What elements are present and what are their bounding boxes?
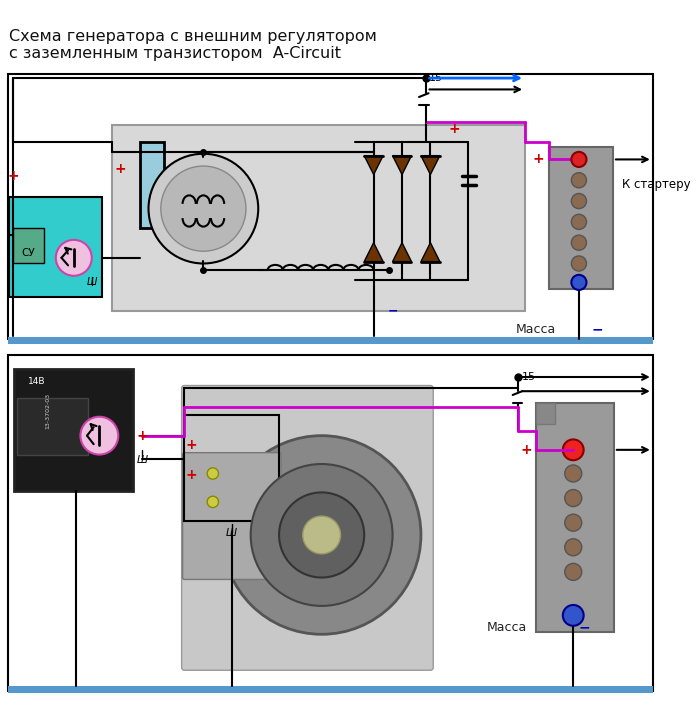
FancyBboxPatch shape bbox=[14, 370, 134, 490]
FancyBboxPatch shape bbox=[10, 197, 102, 297]
Circle shape bbox=[81, 417, 118, 454]
Text: Масса: Масса bbox=[487, 621, 528, 634]
Text: +: + bbox=[136, 429, 148, 443]
Circle shape bbox=[207, 468, 219, 479]
Circle shape bbox=[564, 564, 582, 580]
Text: Схема генератора с внешним регулятором: Схема генератора с внешним регулятором bbox=[10, 29, 377, 44]
Circle shape bbox=[571, 193, 587, 209]
Circle shape bbox=[303, 516, 340, 554]
FancyBboxPatch shape bbox=[8, 355, 653, 691]
Circle shape bbox=[56, 240, 92, 276]
Text: −: − bbox=[592, 323, 603, 336]
FancyBboxPatch shape bbox=[548, 147, 613, 289]
Circle shape bbox=[564, 539, 582, 556]
Circle shape bbox=[571, 173, 587, 188]
FancyBboxPatch shape bbox=[13, 227, 45, 263]
FancyBboxPatch shape bbox=[111, 125, 525, 311]
FancyBboxPatch shape bbox=[182, 385, 433, 670]
Circle shape bbox=[564, 514, 582, 531]
Text: Ш: Ш bbox=[226, 528, 237, 539]
Text: +: + bbox=[532, 152, 544, 166]
Text: СУ: СУ bbox=[22, 248, 35, 258]
Circle shape bbox=[564, 490, 582, 507]
Text: 15: 15 bbox=[522, 372, 536, 383]
FancyBboxPatch shape bbox=[8, 687, 653, 693]
Text: К стартеру: К стартеру bbox=[622, 178, 691, 191]
Polygon shape bbox=[364, 243, 383, 262]
Circle shape bbox=[571, 152, 587, 167]
Circle shape bbox=[563, 605, 584, 626]
Circle shape bbox=[563, 439, 584, 460]
Circle shape bbox=[571, 275, 587, 290]
Circle shape bbox=[207, 496, 219, 508]
Text: +: + bbox=[114, 162, 126, 176]
Circle shape bbox=[148, 154, 258, 263]
Text: +: + bbox=[185, 438, 197, 452]
Circle shape bbox=[571, 214, 587, 229]
Text: +: + bbox=[8, 168, 19, 183]
FancyBboxPatch shape bbox=[140, 142, 164, 227]
FancyBboxPatch shape bbox=[182, 453, 281, 580]
Text: 14B: 14B bbox=[29, 377, 46, 386]
Text: −: − bbox=[579, 620, 590, 635]
Text: Ш: Ш bbox=[136, 454, 148, 464]
Circle shape bbox=[279, 493, 364, 577]
Text: +: + bbox=[520, 443, 532, 457]
Text: 13-3702-03: 13-3702-03 bbox=[45, 393, 50, 429]
Circle shape bbox=[161, 166, 246, 251]
Text: с заземленным транзистором  A-Circuit: с заземленным транзистором A-Circuit bbox=[10, 46, 342, 61]
FancyBboxPatch shape bbox=[8, 74, 653, 339]
Text: 15: 15 bbox=[429, 73, 443, 83]
FancyBboxPatch shape bbox=[537, 403, 555, 424]
Circle shape bbox=[571, 235, 587, 250]
Polygon shape bbox=[364, 155, 383, 175]
Circle shape bbox=[564, 465, 582, 482]
FancyBboxPatch shape bbox=[8, 337, 653, 344]
FancyBboxPatch shape bbox=[17, 398, 88, 454]
Text: +: + bbox=[448, 122, 460, 136]
Text: +: + bbox=[185, 468, 197, 482]
Polygon shape bbox=[421, 155, 440, 175]
Text: Ш: Ш bbox=[86, 278, 97, 288]
Polygon shape bbox=[421, 243, 440, 262]
Polygon shape bbox=[393, 243, 411, 262]
Text: −: − bbox=[387, 304, 398, 317]
Text: Масса: Масса bbox=[516, 324, 556, 336]
FancyBboxPatch shape bbox=[537, 403, 614, 633]
Polygon shape bbox=[393, 155, 411, 175]
Circle shape bbox=[222, 436, 421, 634]
Circle shape bbox=[571, 256, 587, 271]
Circle shape bbox=[251, 464, 393, 606]
